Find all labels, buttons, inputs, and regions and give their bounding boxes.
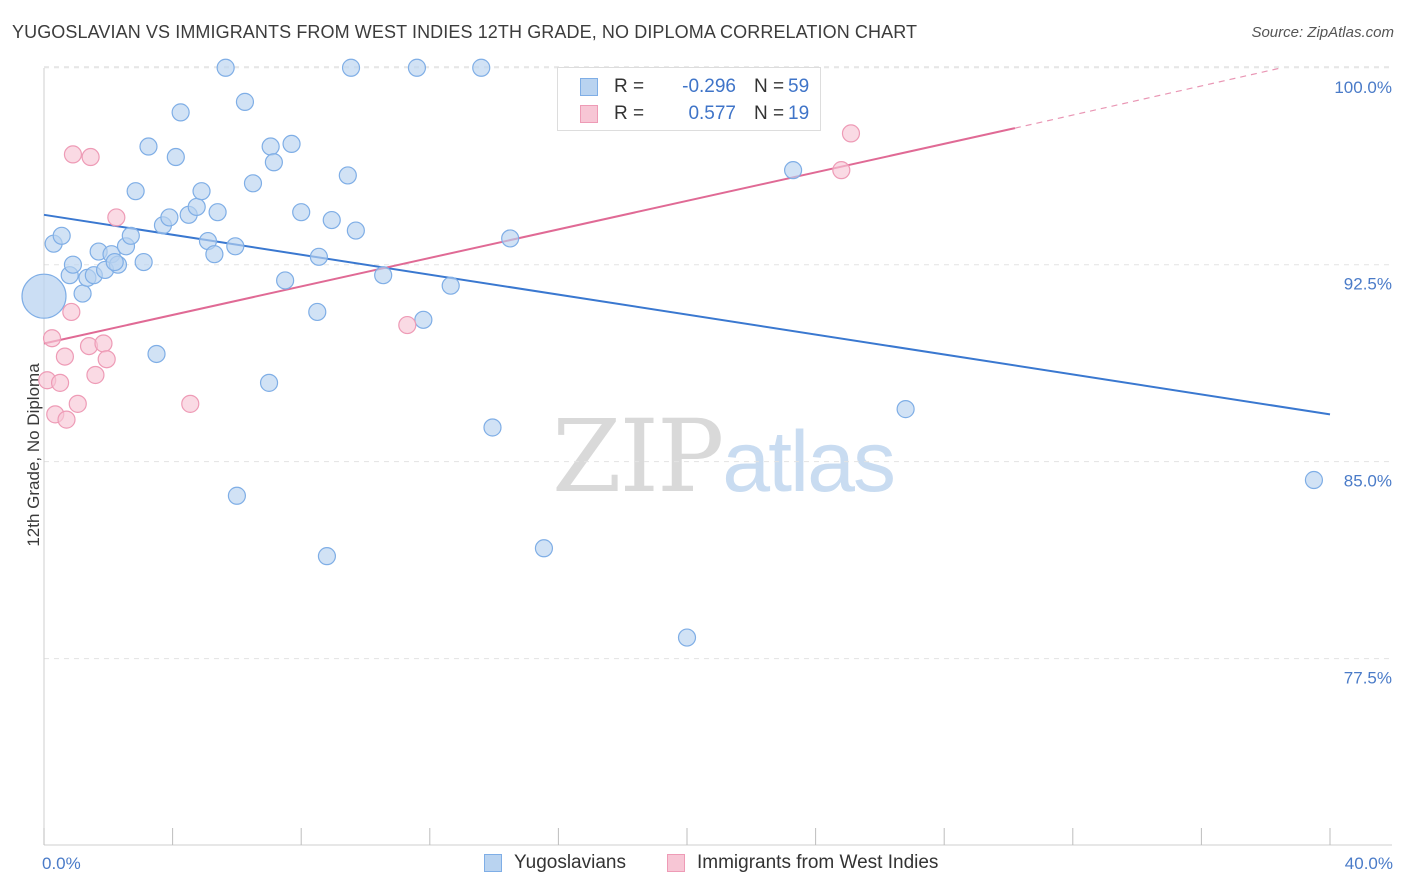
yugoslavians-point [322,210,341,230]
yugoslavians-point [147,344,166,364]
yugoslavians-point [259,373,279,392]
yugoslavians-point [534,539,554,558]
point-layer [21,58,1324,647]
bottom-legend-label: Yugoslavians [514,852,626,873]
legend-r-value: -0.296 [682,76,736,97]
yugoslavians-point [126,182,145,201]
bottom-legend-label: Immigrants from West Indies [697,852,939,873]
x-tick-label: 40.0% [1345,854,1393,873]
yugoslavians-point [105,252,124,272]
legend-swatch-blue [580,78,598,96]
yugoslavians-point [292,203,311,222]
yugoslavians-point [341,58,361,77]
yugoslavians-point [896,400,915,419]
grid-layer [44,66,1392,660]
west-indies-point [68,394,87,413]
yugoslavians-point [226,237,245,256]
yugoslavians-point [308,302,327,322]
yugoslavians-point [208,203,227,222]
legend-r-value: 0.577 [688,103,736,124]
y-tick-label: 85.0% [1344,472,1392,491]
yugoslavians-point [414,310,433,329]
legend-n-label: N = [754,103,785,124]
x-tick-label: 0.0% [42,854,81,873]
yugoslavians-point [187,197,206,217]
west-indies-trend-extension [1014,67,1282,129]
west-indies-point [55,347,74,366]
yugoslavians-point [1304,470,1324,490]
yugoslavians-point [21,273,67,319]
yugoslavians-point [338,166,357,185]
west-indies-point [81,147,100,167]
y-tick-label: 92.5% [1344,275,1392,294]
west-indies-trend-line [43,127,1016,345]
west-indies-point [832,161,851,180]
yugoslavians-point [134,252,153,272]
stats-legend: R = -0.296 N = 59 R = 0.577 N = 19 [557,67,821,131]
y-tick-label: 77.5% [1344,669,1392,688]
yugoslavians-point [317,547,337,566]
yugoslavians-point [472,58,491,77]
yugoslavians-point [441,276,460,295]
west-indies-point [63,145,83,164]
yugoslavians-point [407,58,427,77]
watermark-zip: ZIP [552,398,724,515]
yugoslavians-point [166,147,185,167]
yugoslavians-point [276,271,295,290]
yugoslavians-point [160,208,179,227]
west-indies-point [181,394,200,413]
legend-r-label: R = [614,76,645,97]
y-tick-label: 100.0% [1334,78,1392,97]
yugoslavians-point [205,245,224,264]
bottom-legend-swatch-pink [667,854,685,872]
yugoslavians-point [264,153,283,172]
legend-n-label: N = [754,76,785,97]
trend-layer [43,67,1331,416]
west-indies-point [107,208,126,227]
yugoslavians-point [243,174,263,193]
legend-n-value: 59 [788,76,810,97]
axis-layer [43,68,1392,846]
west-indies-point [97,350,116,369]
yugoslavians-point [52,226,71,245]
bottom-legend-swatch-blue [484,854,502,872]
west-indies-point [398,315,417,335]
tick-label-layer: 77.5% 85.0% 92.5% 100.0% 0.0% 40.0% [42,78,1393,873]
west-indies-point [57,410,76,429]
yugoslavians-point [483,418,502,437]
legend-swatch-pink [580,105,598,123]
west-indies-point [94,334,113,353]
yugoslavians-point [63,255,83,274]
yugoslavians-point [677,628,697,647]
yugoslavians-point [282,134,301,154]
yugoslavians-point [501,229,520,248]
chart-title: YUGOSLAVIAN VS IMMIGRANTS FROM WEST INDI… [12,22,918,42]
yugoslavians-point [227,486,246,505]
yugoslavians-point [374,266,393,285]
yugoslavians-point [139,137,158,156]
legend-r-label: R = [614,103,645,124]
yugoslavians-point [216,58,235,77]
yugoslavians-trend-line [43,213,1331,416]
west-indies-point [841,124,861,143]
yugoslavians-point [235,92,255,111]
west-indies-point [42,329,62,348]
yugoslavians-point [783,161,803,180]
west-indies-point [62,302,81,322]
yugoslavians-point [261,137,280,156]
yugoslavians-point [346,221,365,240]
yugoslavians-point [309,247,328,266]
yugoslavians-point [171,103,190,122]
yugoslavians-point [73,284,92,303]
source-label: Source: ZipAtlas.com [1251,24,1394,41]
west-indies-point [50,373,70,392]
yugoslavians-point [121,226,140,245]
legend-n-value: 19 [788,103,810,124]
yugoslavians-point [192,182,211,201]
west-indies-point [86,365,105,385]
